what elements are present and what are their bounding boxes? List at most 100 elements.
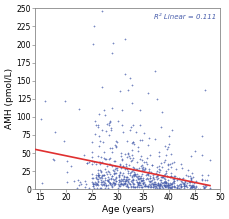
Point [130, 141, 133, 145]
Point [184, 183, 187, 186]
Point [165, 178, 169, 181]
Point [148, 184, 152, 188]
Point [172, 181, 175, 184]
Point [126, 178, 130, 181]
Point [133, 174, 136, 177]
Point [106, 157, 110, 161]
Point [162, 172, 166, 175]
Point [130, 180, 133, 184]
Point [128, 125, 132, 129]
Point [125, 172, 129, 175]
Point [191, 184, 194, 187]
Point [92, 132, 96, 135]
Point [146, 137, 150, 140]
Point [181, 182, 185, 186]
Point [112, 172, 116, 175]
Point [101, 180, 105, 183]
Point [172, 185, 175, 188]
Point [97, 174, 101, 177]
Point [100, 160, 104, 164]
Point [192, 186, 196, 189]
Point [107, 182, 111, 185]
Point [119, 182, 122, 186]
Point [118, 152, 122, 155]
Point [130, 169, 134, 172]
Point [131, 185, 135, 189]
Point [139, 185, 142, 188]
Point [107, 124, 110, 127]
Point [134, 185, 138, 189]
Point [150, 181, 154, 185]
Point [146, 169, 150, 173]
Point [157, 150, 160, 154]
Point [163, 182, 166, 185]
Point [138, 157, 141, 161]
Point [96, 176, 100, 179]
Point [96, 169, 100, 172]
Point [128, 76, 131, 80]
Point [197, 187, 201, 191]
Point [118, 182, 122, 186]
Point [181, 184, 185, 188]
Point [182, 185, 186, 188]
Point [131, 170, 135, 174]
Point [151, 183, 155, 186]
Point [124, 163, 128, 166]
Point [169, 187, 173, 190]
Point [120, 124, 124, 127]
Point [132, 167, 135, 170]
Point [123, 183, 127, 186]
Point [139, 180, 143, 183]
Point [99, 180, 103, 184]
Point [103, 186, 106, 190]
Point [187, 180, 191, 184]
Point [90, 172, 94, 175]
Point [174, 186, 178, 189]
Point [105, 178, 108, 182]
Point [100, 175, 104, 178]
Point [163, 154, 167, 157]
Point [85, 161, 89, 165]
Point [188, 179, 191, 183]
Point [96, 155, 100, 158]
Point [164, 185, 167, 189]
Point [90, 182, 94, 185]
Point [107, 180, 110, 184]
Point [204, 178, 208, 182]
Point [108, 176, 112, 179]
Point [111, 169, 114, 172]
Point [146, 184, 150, 188]
Point [120, 157, 123, 161]
Point [116, 179, 120, 182]
Point [183, 179, 186, 183]
Point [155, 97, 158, 101]
Point [150, 185, 154, 189]
Point [128, 179, 132, 182]
Point [133, 130, 137, 133]
Point [187, 187, 191, 191]
Point [110, 185, 113, 189]
Point [166, 183, 169, 186]
Point [122, 181, 125, 185]
Point [162, 184, 166, 187]
Point [138, 176, 142, 180]
Point [145, 91, 149, 94]
Point [179, 180, 183, 183]
Point [202, 88, 206, 92]
Point [137, 183, 141, 186]
Y-axis label: AMH (pmol/L): AMH (pmol/L) [5, 68, 14, 129]
Point [75, 186, 79, 189]
Point [177, 182, 181, 186]
Point [193, 185, 196, 189]
Point [157, 164, 160, 167]
Point [108, 182, 112, 185]
Point [181, 182, 185, 186]
Point [106, 179, 109, 182]
Point [169, 165, 172, 168]
Point [111, 181, 114, 184]
Point [102, 183, 106, 187]
Point [137, 138, 141, 142]
Point [129, 158, 133, 161]
Point [111, 41, 114, 44]
Point [166, 186, 169, 190]
